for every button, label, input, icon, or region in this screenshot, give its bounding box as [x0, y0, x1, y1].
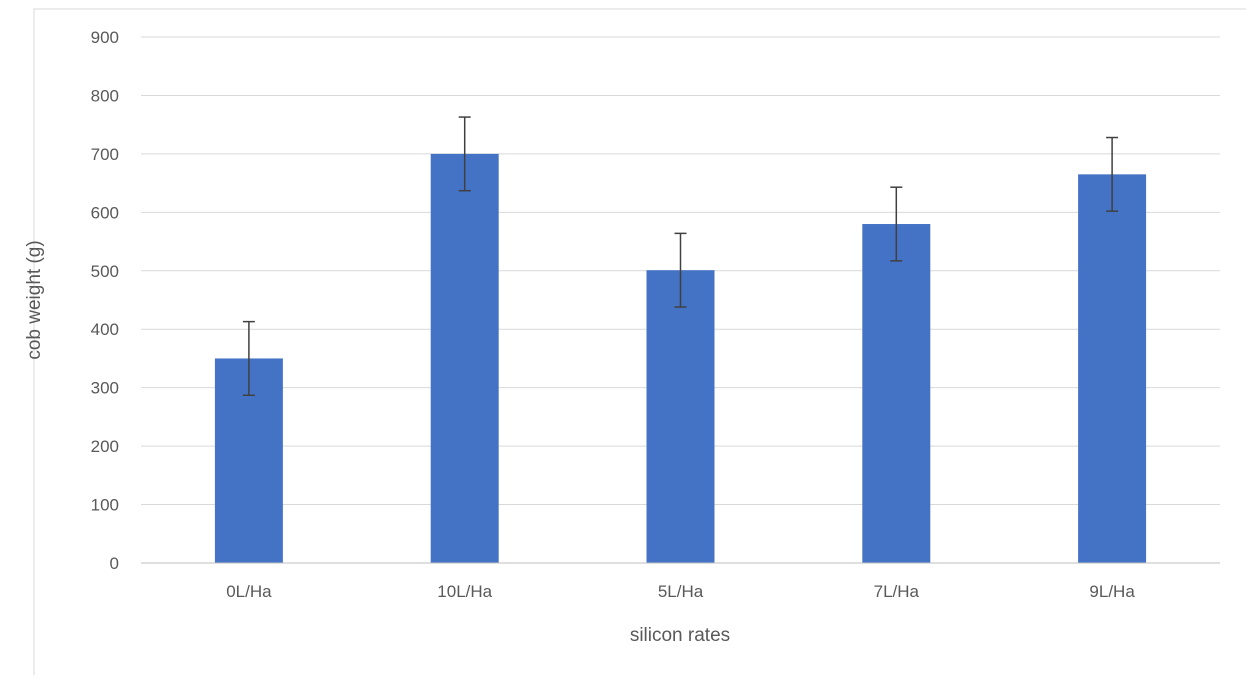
- x-tick-label: 7L/Ha: [874, 582, 920, 601]
- y-tick-labels: 0 100 200 300 400 500 600 700 800 900: [91, 28, 119, 573]
- y-tick-label: 100: [91, 496, 119, 515]
- chart-border: [33, 8, 1246, 675]
- x-tick-labels: 0L/Ha 10L/Ha 5L/Ha 7L/Ha 9L/Ha: [226, 582, 1135, 601]
- bar: [1078, 174, 1147, 563]
- error-bar: [890, 186, 903, 262]
- y-tick-label: 700: [91, 145, 119, 164]
- y-tick-label: 300: [91, 379, 119, 398]
- y-tick-label: 500: [91, 262, 119, 281]
- x-tick-label: 10L/Ha: [437, 582, 492, 601]
- error-bar: [674, 232, 687, 308]
- x-tick-label: 5L/Ha: [658, 582, 704, 601]
- x-tick-label: 0L/Ha: [226, 582, 272, 601]
- y-tick-label: 800: [91, 86, 119, 105]
- error-bar: [458, 116, 471, 192]
- error-bar: [1106, 136, 1119, 212]
- x-tick-label: 9L/Ha: [1089, 582, 1135, 601]
- y-tick-label: 400: [91, 320, 119, 339]
- error-bars: [242, 116, 1119, 397]
- y-tick-label: 200: [91, 437, 119, 456]
- y-axis-label: cob weight (g): [24, 240, 45, 359]
- y-tick-label: 0: [110, 554, 119, 573]
- bars: [214, 153, 1147, 563]
- y-tick-label: 600: [91, 203, 119, 222]
- bar: [430, 153, 499, 563]
- error-bar: [242, 320, 255, 397]
- y-tick-label: 900: [91, 28, 119, 47]
- x-axis-label: silicon rates: [630, 625, 730, 646]
- bar: [646, 270, 715, 563]
- bar: [862, 224, 931, 563]
